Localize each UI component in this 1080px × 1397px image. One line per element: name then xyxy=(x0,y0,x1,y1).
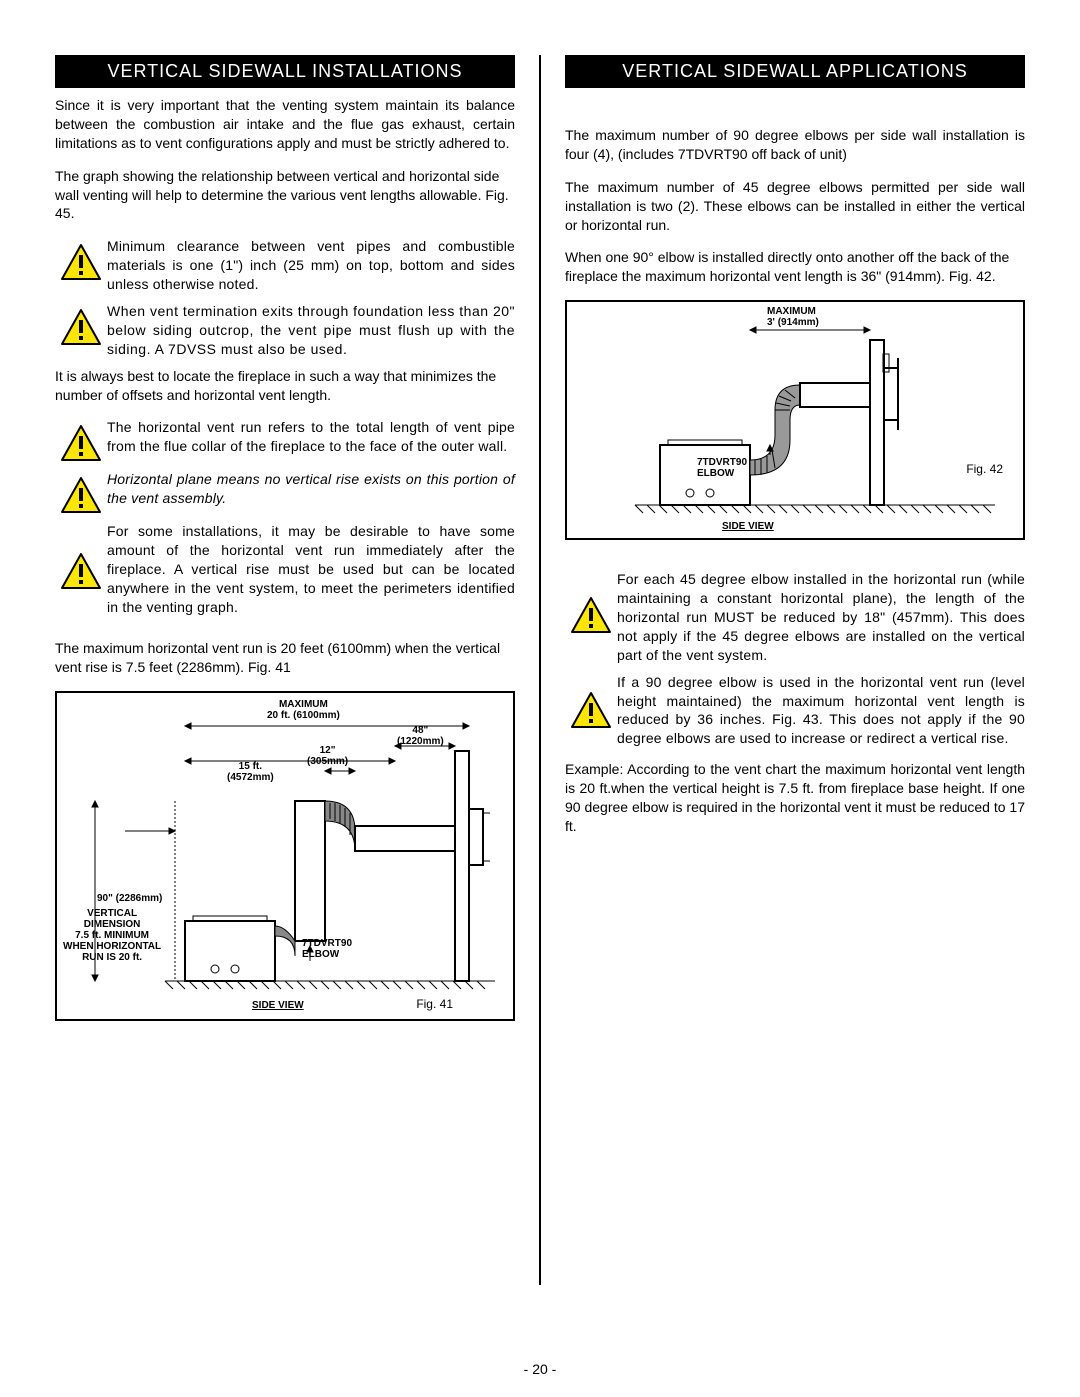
warn-row-5: For some installations, it may be desira… xyxy=(55,522,515,616)
fig42-caption: Fig. 42 xyxy=(966,462,1003,476)
warn-text-r1: For each 45 degree elbow installed in th… xyxy=(617,570,1025,664)
warn-text-2: When vent termination exits through foun… xyxy=(107,302,515,359)
column-divider xyxy=(539,55,541,1285)
warn-row-r1: For each 45 degree elbow installed in th… xyxy=(565,570,1025,664)
left-column: VERTICAL SIDEWALL INSTALLATIONS Since it… xyxy=(55,55,515,1397)
right-p2: The maximum number of 45 degree elbows p… xyxy=(565,178,1025,235)
left-header: VERTICAL SIDEWALL INSTALLATIONS xyxy=(55,55,515,88)
fig42-max: MAXIMUM3' (914mm) xyxy=(767,306,819,328)
warn-text-r2: If a 90 degree elbow is used in the hori… xyxy=(617,673,1025,749)
left-p1: Since it is very important that the vent… xyxy=(55,96,515,153)
right-p3: When one 90° elbow is installed directly… xyxy=(565,248,1025,286)
warn-text-3: The horizontal vent run refers to the to… xyxy=(107,418,515,456)
fig41-elbow: 7TDVRT90 ELBOW xyxy=(302,938,352,960)
warning-icon xyxy=(55,418,107,462)
fig41-caption: Fig. 41 xyxy=(416,997,453,1011)
warning-icon xyxy=(55,302,107,346)
fig41-d90: 90" (2286mm) xyxy=(97,893,162,904)
figure-41: MAXIMUM20 ft. (6100mm) 48" (1220mm) 12" … xyxy=(55,691,515,1021)
fig42-svg xyxy=(575,310,1015,530)
warn-row-1: Minimum clearance between vent pipes and… xyxy=(55,237,515,294)
fig41-max-label: MAXIMUM20 ft. (6100mm) xyxy=(267,699,340,721)
warning-icon xyxy=(565,570,617,634)
warning-icon xyxy=(55,522,107,590)
warn-text-5: For some installations, it may be desira… xyxy=(107,522,515,616)
fig41-sideview: SIDE VIEW xyxy=(252,1000,304,1011)
left-p3: It is always best to locate the fireplac… xyxy=(55,367,515,405)
fig41-d12: 12" (305mm) xyxy=(307,745,348,767)
warning-icon xyxy=(55,237,107,281)
page-number: - 20 - xyxy=(0,1361,1080,1377)
warn-row-r2: If a 90 degree elbow is used in the hori… xyxy=(565,673,1025,749)
warn-row-2: When vent termination exits through foun… xyxy=(55,302,515,359)
figure-42: MAXIMUM3' (914mm) 7TDVRT90 ELBOW SIDE VI… xyxy=(565,300,1025,540)
warn-row-4: Horizontal plane means no vertical rise … xyxy=(55,470,515,514)
left-p2: The graph showing the relationship betwe… xyxy=(55,167,515,224)
warning-icon xyxy=(55,470,107,514)
fig42-sideview: SIDE VIEW xyxy=(722,521,774,532)
right-p4: Example: According to the vent chart the… xyxy=(565,760,1025,836)
right-header: VERTICAL SIDEWALL APPLICATIONS xyxy=(565,55,1025,88)
fig42-elbow: 7TDVRT90 ELBOW xyxy=(697,457,747,479)
left-p4: The maximum horizontal vent run is 20 fe… xyxy=(55,639,515,677)
fig41-svg xyxy=(65,701,505,1011)
fig41-d48: 48" (1220mm) xyxy=(397,725,444,747)
right-column: VERTICAL SIDEWALL APPLICATIONS The maxim… xyxy=(565,55,1025,1397)
warn-text-4: Horizontal plane means no vertical rise … xyxy=(107,470,515,508)
right-p1: The maximum number of 90 degree elbows p… xyxy=(565,126,1025,164)
warning-icon xyxy=(565,673,617,729)
warn-text-1: Minimum clearance between vent pipes and… xyxy=(107,237,515,294)
fig41-vert: VERTICAL DIMENSION 7.5 ft. MINIMUM WHEN … xyxy=(63,908,161,963)
warn-row-3: The horizontal vent run refers to the to… xyxy=(55,418,515,462)
fig41-d15: 15 ft. (4572mm) xyxy=(227,761,274,783)
